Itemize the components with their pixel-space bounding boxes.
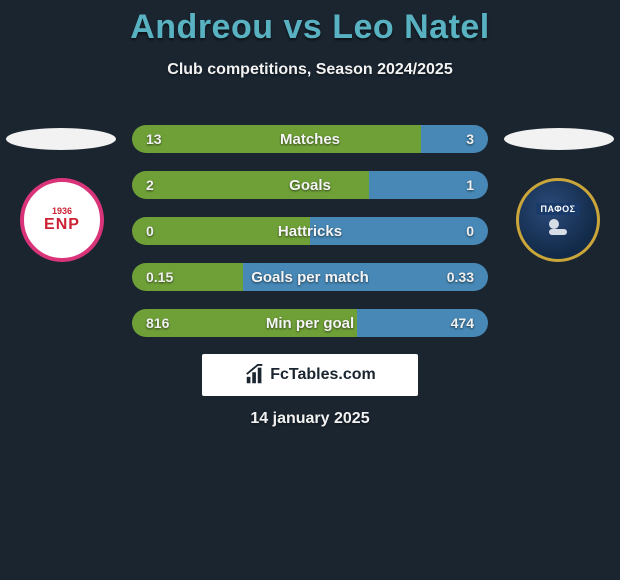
stat-row: Goals21 (132, 171, 488, 199)
club-left-name: ENP (44, 216, 80, 234)
club-left-year: 1936 (52, 206, 72, 216)
brand-badge[interactable]: FcTables.com (202, 354, 418, 396)
stat-seg-right (243, 263, 488, 291)
club-badge-right-inner: ΠΑΦΟΣ (536, 203, 579, 237)
club-badge-left: 1936 ENP (20, 178, 104, 262)
stat-row: Min per goal816474 (132, 309, 488, 337)
stats-area: Matches133 Goals21 Hattricks00 Goals per ma… (132, 125, 488, 337)
club-badge-right: ΠΑΦΟΣ (516, 178, 600, 262)
page-title: Andreou vs Leo Natel (0, 8, 620, 47)
player-ellipse-left (6, 128, 116, 150)
stat-seg-left (132, 125, 421, 153)
brand-text: FcTables.com (270, 366, 376, 384)
player-ellipse-right (504, 128, 614, 150)
stat-seg-left (132, 171, 369, 199)
stat-seg-left (132, 309, 357, 337)
stat-seg-right (357, 309, 488, 337)
footer-date: 14 january 2025 (0, 410, 620, 428)
stat-row: Hattricks00 (132, 217, 488, 245)
stat-row: Matches133 (132, 125, 488, 153)
stat-seg-right (421, 125, 488, 153)
comparison-card: Andreou vs Leo Natel Club competitions, … (0, 0, 620, 440)
stat-seg-right (310, 217, 488, 245)
stat-seg-left (132, 217, 310, 245)
club-right-figure-icon (545, 217, 571, 237)
page-subtitle: Club competitions, Season 2024/2025 (0, 61, 620, 79)
club-badge-left-inner: 1936 ENP (30, 188, 94, 252)
club-right-name: ΠΑΦΟΣ (536, 203, 579, 215)
stat-seg-left (132, 263, 243, 291)
stat-seg-right (369, 171, 488, 199)
bar-chart-icon (244, 364, 266, 386)
stat-row: Goals per match0.150.33 (132, 263, 488, 291)
